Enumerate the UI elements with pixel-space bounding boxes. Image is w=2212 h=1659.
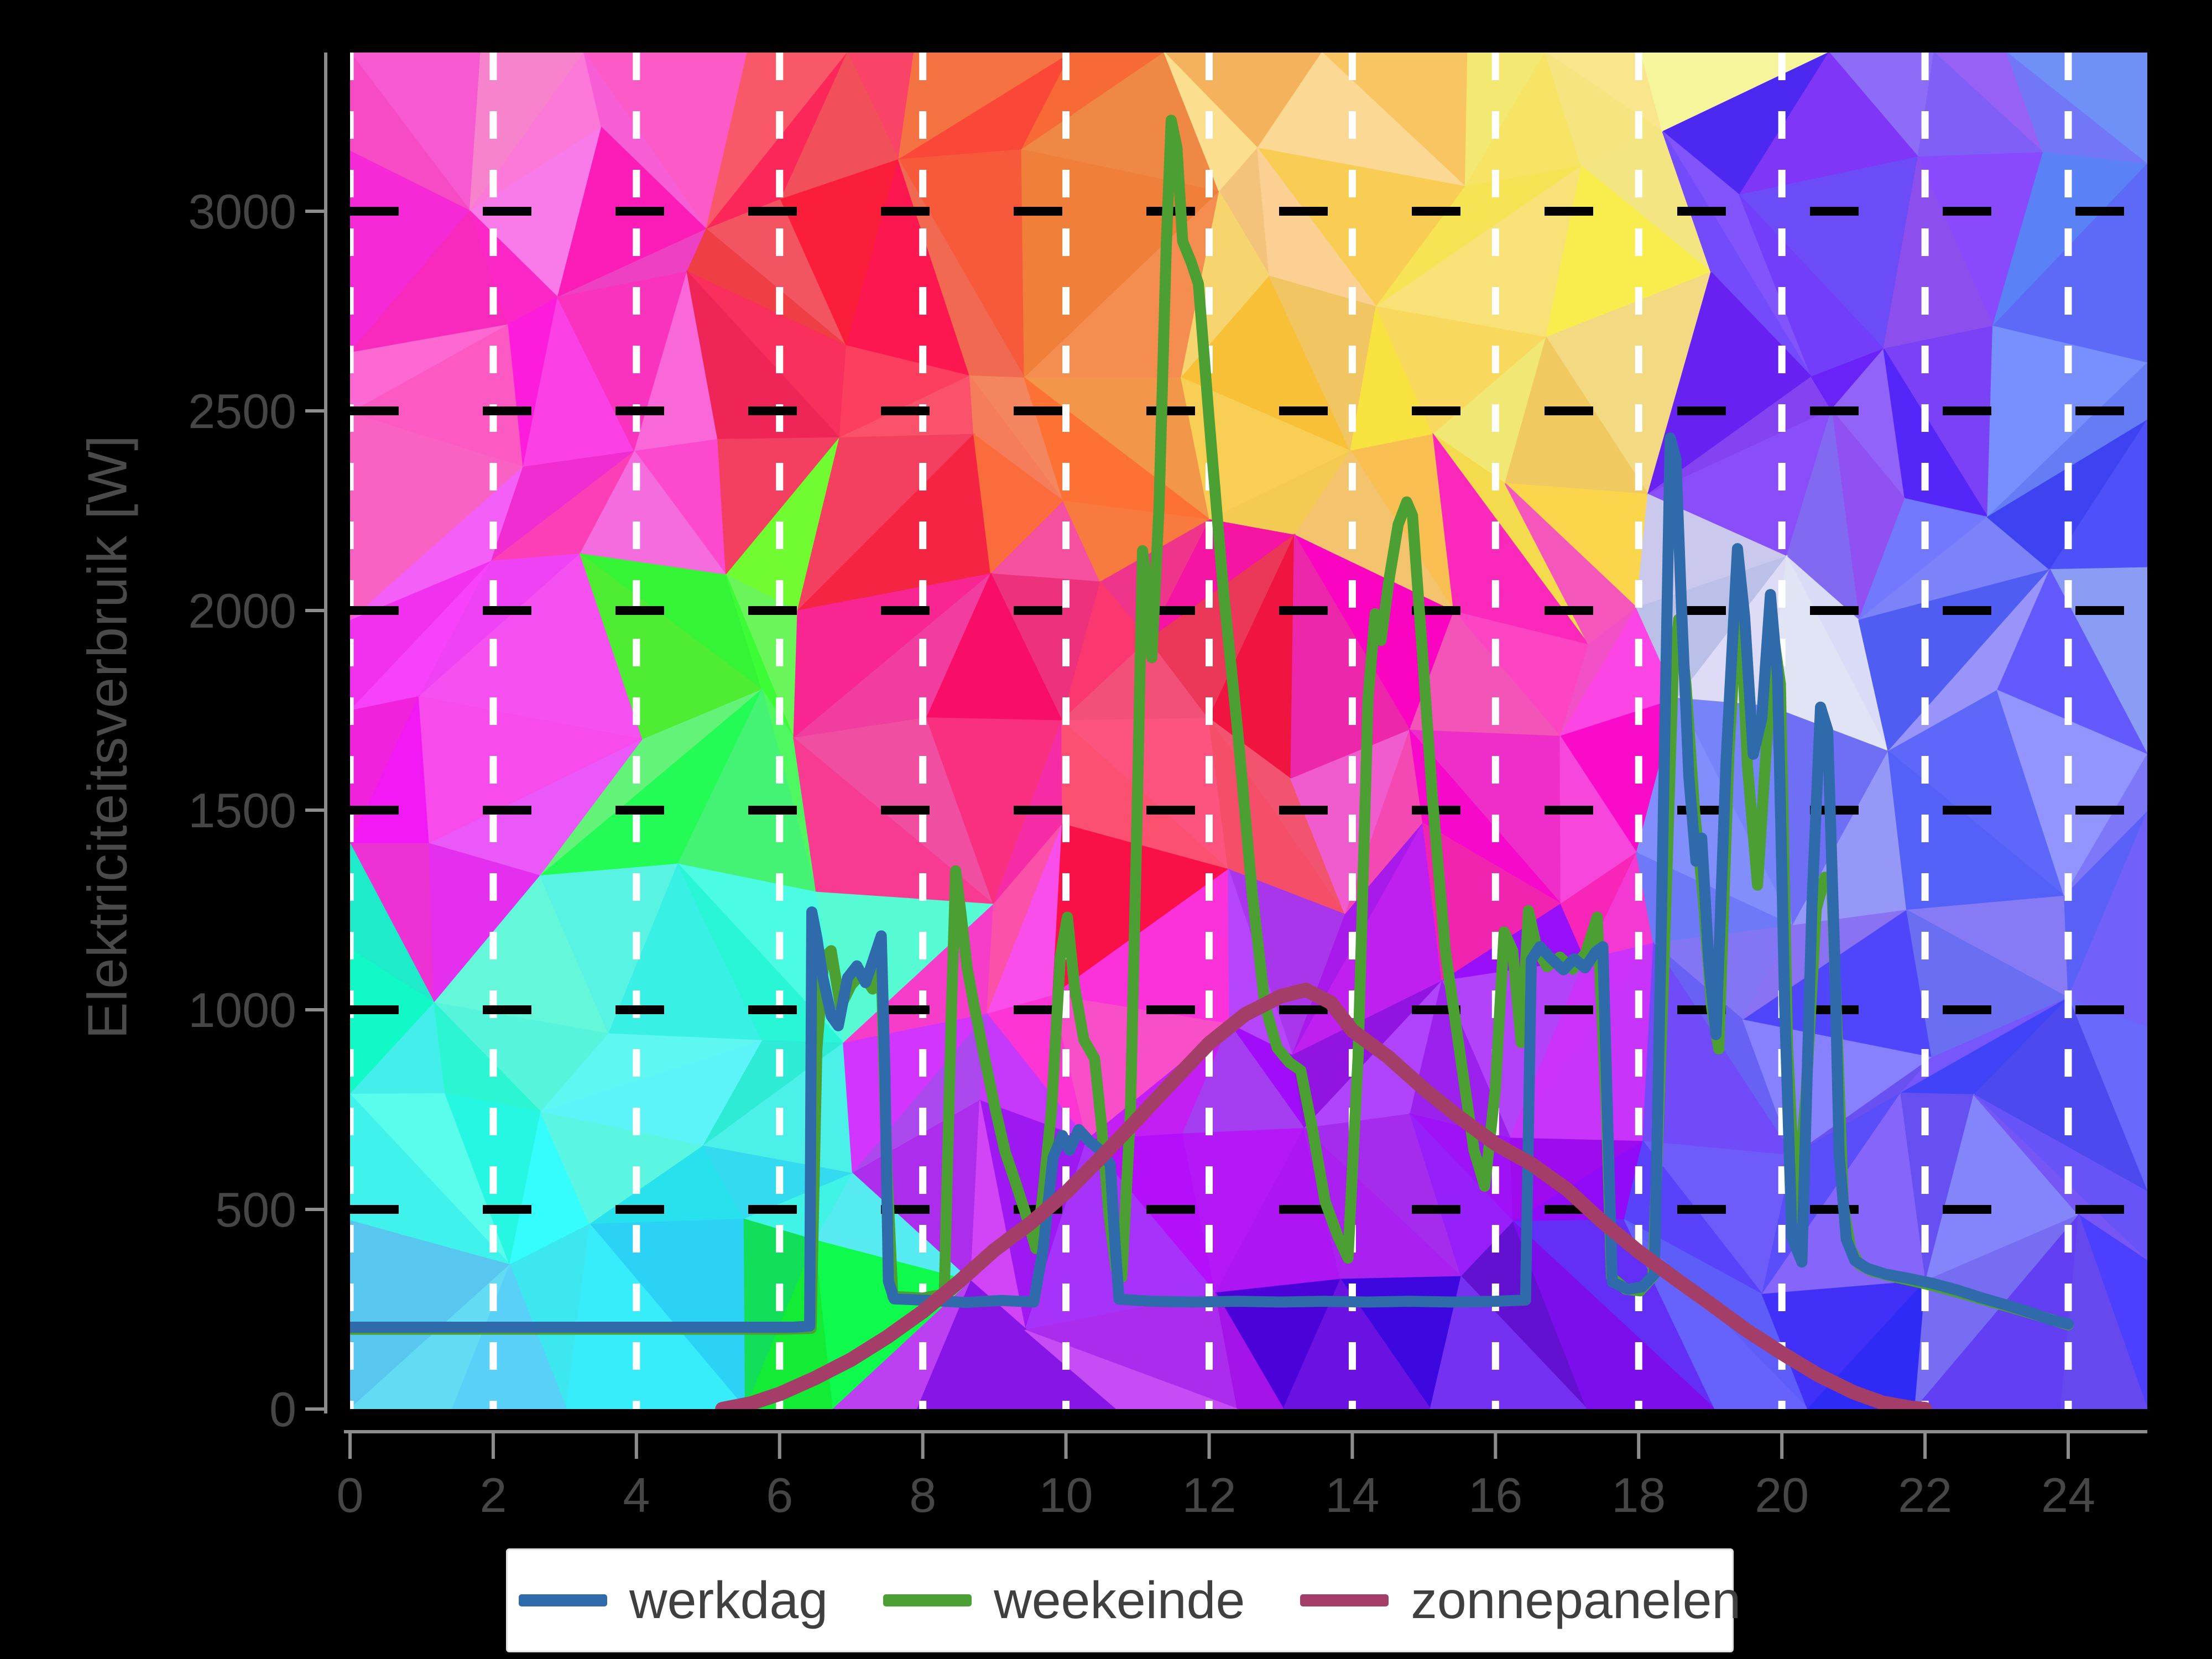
x-tick [2067, 1433, 2070, 1459]
x-tick [1923, 1433, 1927, 1459]
legend-box: werkdag weekeinde zonnepanelen [506, 1548, 1741, 1652]
legend-item-zonnepanelen: zonnepanelen [1300, 1571, 1741, 1631]
y-tick [305, 1407, 324, 1411]
legend-label-weekeinde: weekeinde [994, 1571, 1245, 1630]
series-werkdag-line [350, 432, 2074, 1333]
legend-item-weekeinde: weekeinde [883, 1571, 1245, 1631]
x-tick [921, 1433, 925, 1459]
mosaic-background [350, 53, 2147, 1409]
x-tick-label: 4 [623, 1468, 650, 1522]
x-tick-label: 24 [2041, 1468, 2095, 1522]
y-tick [305, 808, 324, 812]
x-tick [1637, 1433, 1641, 1459]
y-tick [305, 1208, 324, 1211]
x-tick-label: 22 [1898, 1468, 1952, 1522]
y-axis-title: Elektriciteitsverbruik [W] [76, 435, 139, 1039]
x-tick [1350, 1433, 1354, 1459]
series-zonnepanelen-line [715, 982, 1933, 1409]
y-tick-label: 2000 [188, 583, 296, 638]
x-tick [491, 1433, 495, 1459]
x-tick [348, 1433, 352, 1459]
x-tick-label: 18 [1611, 1468, 1666, 1522]
y-tick-label: 1500 [188, 783, 296, 838]
x-tick-label: 10 [1039, 1468, 1093, 1522]
y-tick-label: 3000 [188, 184, 296, 239]
y-tick [305, 1008, 324, 1011]
x-tick [634, 1433, 638, 1459]
legend-label-zonnepanelen: zonnepanelen [1411, 1571, 1741, 1630]
y-axis-spine [324, 53, 327, 1413]
x-axis-spine [344, 1430, 2147, 1433]
y-tick-label: 0 [269, 1382, 296, 1437]
x-tick [1207, 1433, 1211, 1459]
legend-swatch-weekeinde [883, 1594, 972, 1606]
y-tick [305, 609, 324, 612]
x-tick-label: 12 [1182, 1468, 1237, 1522]
legend-item-werkdag: werkdag [519, 1571, 828, 1631]
y-tick [305, 210, 324, 213]
x-tick-label: 16 [1468, 1468, 1522, 1522]
plot-area [350, 53, 2147, 1409]
y-tick-label: 2500 [188, 384, 296, 439]
x-tick-label: 6 [766, 1468, 793, 1522]
legend-label-werkdag: werkdag [629, 1571, 828, 1630]
x-tick [1064, 1433, 1068, 1459]
y-tick [305, 409, 324, 413]
x-tick [778, 1433, 781, 1459]
x-tick [1780, 1433, 1784, 1459]
legend-swatch-werkdag [519, 1594, 607, 1606]
legend-swatch-zonnepanelen [1300, 1594, 1389, 1606]
y-tick-label: 500 [215, 1182, 296, 1237]
x-tick-label: 0 [337, 1468, 364, 1522]
x-tick-label: 2 [479, 1468, 507, 1522]
series-weekeinde-line [350, 114, 2074, 1335]
y-tick-label: 1000 [188, 983, 296, 1037]
x-tick-label: 20 [1755, 1468, 1809, 1522]
x-tick-label: 8 [909, 1468, 936, 1522]
x-tick-label: 14 [1325, 1468, 1379, 1522]
x-tick [1494, 1433, 1498, 1459]
